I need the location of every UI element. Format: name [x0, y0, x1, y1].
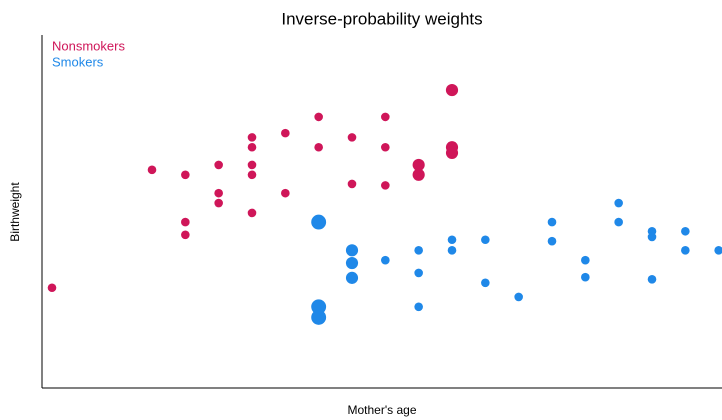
point [214, 188, 223, 198]
point [311, 214, 327, 230]
point [214, 198, 223, 208]
point [481, 278, 490, 288]
point [414, 246, 423, 255]
point [481, 235, 490, 245]
point [281, 128, 290, 138]
point [347, 179, 357, 189]
point [381, 142, 390, 152]
point [347, 133, 357, 142]
y-axis-label: Birthweight [8, 182, 22, 242]
point [247, 170, 257, 180]
point [514, 292, 523, 302]
point [247, 208, 257, 218]
point [247, 142, 257, 152]
chart-title: Inverse-probability weights [281, 9, 482, 28]
point [311, 309, 327, 325]
point [314, 142, 323, 152]
point [714, 246, 722, 255]
point [445, 83, 459, 97]
point [647, 274, 657, 284]
point [681, 226, 690, 236]
point [181, 230, 190, 240]
point [445, 146, 459, 159]
point [147, 165, 157, 175]
point [181, 217, 190, 227]
point [412, 168, 425, 181]
legend-label: Nonsmokers [52, 38, 125, 53]
point [345, 256, 359, 270]
point [581, 272, 590, 282]
point [547, 217, 557, 227]
point [381, 181, 390, 190]
legend-label: Smokers [52, 54, 104, 69]
point [345, 271, 359, 284]
point [47, 283, 57, 293]
point [247, 133, 257, 142]
point [412, 158, 425, 171]
point [447, 246, 457, 255]
point [281, 188, 290, 198]
point [311, 299, 327, 315]
point [547, 236, 557, 246]
point [214, 160, 223, 170]
point [181, 170, 190, 180]
point [414, 268, 423, 278]
point [614, 217, 623, 227]
point [381, 255, 390, 265]
point [345, 244, 359, 257]
point [581, 255, 590, 265]
point [447, 235, 457, 245]
point [414, 302, 423, 312]
point [247, 160, 257, 170]
point [381, 112, 390, 122]
point [647, 232, 657, 242]
point [314, 112, 323, 122]
x-axis-label: Mother's age [348, 403, 417, 417]
point [681, 246, 690, 255]
point [614, 198, 623, 208]
